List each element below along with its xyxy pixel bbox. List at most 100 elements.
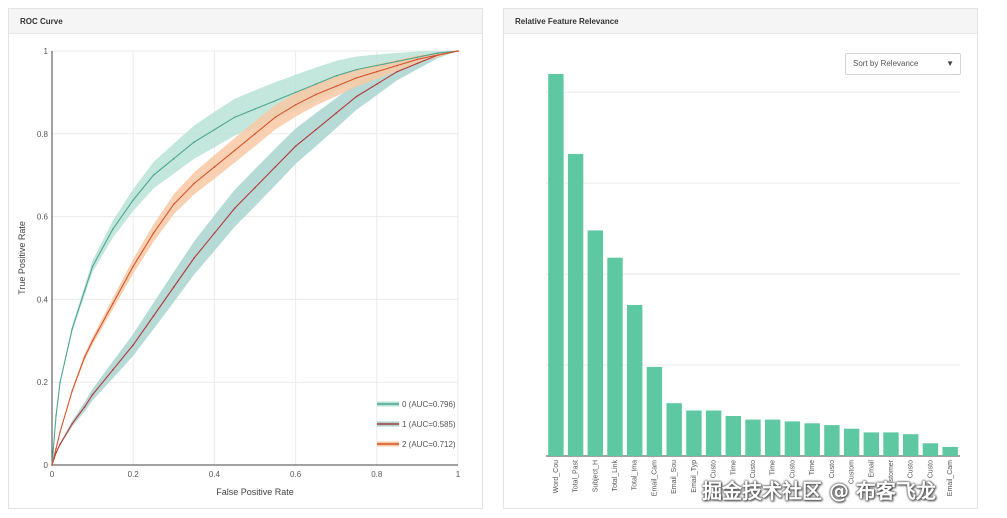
roc-x-tick-label: 0 [50, 470, 55, 479]
roc-point [294, 91, 297, 94]
roc-point [213, 232, 216, 234]
bar-category-label: Email_Cam [651, 460, 658, 496]
bar-category-label: Email_Cam [947, 460, 954, 496]
roc-point [213, 166, 216, 168]
bar-category-label: Total_Ima [632, 460, 639, 490]
roc-point [436, 52, 439, 54]
roc-point [193, 257, 195, 259]
roc-point [132, 199, 134, 201]
bar-category-label: Customer [888, 459, 895, 490]
bar-feature [686, 410, 702, 456]
roc-point [83, 356, 86, 359]
roc-point [152, 174, 155, 176]
roc-curve-panel: ROC Curve 0 0.2 0.4 0.6 0.8 1 0 0.2 0.4 0.6 0.8 1 Fa… [8, 8, 483, 509]
bar-category-label: Time [770, 460, 777, 475]
roc-point [152, 315, 155, 317]
roc-point [315, 93, 317, 96]
roc-point [91, 265, 94, 268]
bar-category-label: Total_Past [573, 460, 580, 493]
bar-feature [627, 305, 643, 456]
roc-line-series-1 [51, 50, 459, 466]
roc-line-series-2 [51, 50, 459, 466]
bar-category-label: Custo [829, 460, 836, 478]
bar-feature [784, 421, 801, 456]
roc-point [83, 406, 86, 408]
roc-point [59, 381, 61, 384]
bar-category-label: Custo [711, 460, 718, 478]
bar-category-label: Total_Link [612, 460, 619, 492]
bar-category-label: Custom [849, 460, 856, 484]
bar-category-label: Time [730, 460, 737, 475]
bar-feature [863, 432, 879, 456]
bar-category-label: Custo [750, 460, 757, 478]
chevron-down-icon: ▼ [946, 59, 954, 68]
roc-point [457, 50, 459, 52]
sort-dropdown[interactable]: Sort by Relevance ▼ [845, 53, 961, 75]
roc-legend-label: 1 (AUC=0.585) [402, 420, 456, 429]
bar-feature [567, 154, 584, 456]
roc-point [254, 186, 256, 189]
roc-point [152, 232, 155, 234]
roc-y-tick-label: 1 [44, 47, 49, 56]
feature-panel-title: Relative Feature Relevance [504, 9, 977, 34]
bar-feature [804, 423, 820, 456]
roc-point [193, 182, 195, 185]
roc-y-tick-label: 0.2 [37, 378, 49, 387]
bar-feature [745, 419, 761, 456]
roc-point [376, 70, 378, 73]
roc-point [335, 85, 338, 87]
roc-point [274, 166, 277, 168]
roc-legend-label: 0 (AUC=0.796) [402, 400, 456, 409]
roc-point [436, 54, 439, 56]
roc-point [91, 340, 94, 342]
bar-feature [824, 425, 840, 456]
roc-point [173, 157, 175, 160]
roc-point [274, 99, 277, 102]
roc-point [355, 95, 358, 98]
roc-point [132, 265, 134, 268]
bar-feature [705, 410, 722, 456]
roc-point [233, 207, 236, 210]
roc-point [355, 68, 358, 71]
roc-point [254, 108, 256, 110]
roc-point [335, 112, 338, 114]
roc-point [55, 447, 57, 450]
roc-point [71, 389, 74, 392]
roc-point [396, 60, 398, 63]
roc-point [59, 431, 61, 433]
bar-feature [587, 230, 603, 456]
roc-y-tick-label: 0.8 [37, 130, 49, 139]
roc-point [416, 62, 419, 65]
roc-point [254, 133, 256, 135]
roc-x-tick-label: 0.6 [290, 470, 302, 479]
roc-x-tick-label: 0.8 [371, 470, 383, 479]
bar-category-label: Custo [927, 460, 934, 478]
roc-point [173, 286, 175, 288]
roc-point [315, 83, 317, 85]
bar-category-label: Time [809, 460, 816, 475]
sort-dropdown-value: Sort by Relevance [853, 59, 919, 68]
roc-point [213, 128, 216, 131]
roc-point [112, 302, 114, 305]
roc-point [233, 116, 236, 119]
bar-feature [548, 74, 564, 456]
roc-point [396, 70, 398, 73]
roc-point [416, 56, 419, 59]
bar-feature [942, 446, 958, 456]
roc-point [173, 203, 175, 205]
roc-point [416, 58, 419, 61]
roc-point [91, 393, 94, 396]
roc-line-series-0 [51, 50, 459, 466]
bar-category-label: Word_Cou [553, 460, 560, 493]
roc-point [376, 64, 378, 67]
bar-feature [903, 434, 919, 456]
bar-category-label: Custo [908, 460, 915, 478]
bar-feature [725, 416, 741, 456]
roc-point [274, 116, 277, 119]
roc-point [335, 75, 338, 77]
roc-x-tick-label: 1 [456, 470, 461, 479]
roc-legend-label: 2 (AUC=0.712) [402, 440, 456, 449]
roc-y-tick-label: 0.6 [37, 213, 49, 222]
bar-feature [883, 432, 899, 456]
roc-point [112, 368, 114, 371]
